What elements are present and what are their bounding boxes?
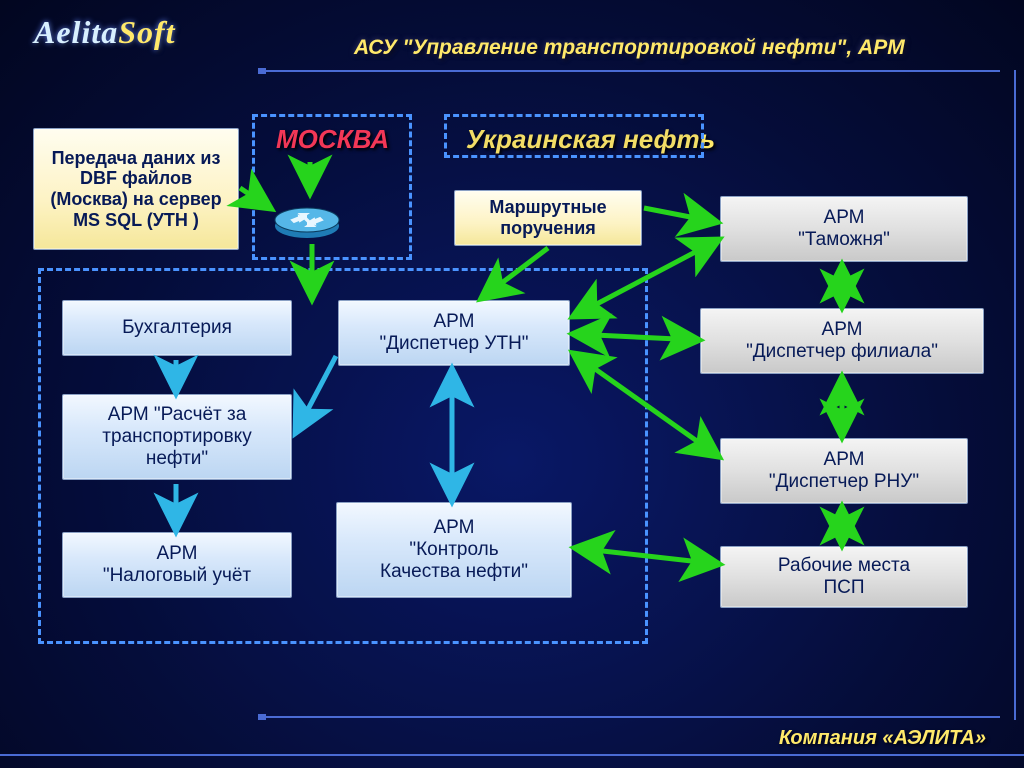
- node-accounting: Бухгалтерия: [62, 300, 292, 356]
- frame-line: [260, 70, 1000, 72]
- node-utn: АРМ "Диспетчер УТН": [338, 300, 570, 366]
- node-psp: Рабочие места ПСП: [720, 546, 968, 608]
- logo: AelitaSoft: [34, 14, 176, 51]
- footer-company: Компания «АЭЛИТА»: [779, 727, 986, 750]
- node-rnu: АРМ "Диспетчер РНУ": [720, 438, 968, 504]
- router-icon: [272, 196, 342, 242]
- arrow-ukr-to-customs: [644, 208, 716, 222]
- callout-dbf: Передача даних из DBF файлов (Москва) на…: [33, 128, 239, 250]
- node-tax: АРМ "Налоговый учёт: [62, 532, 292, 598]
- frame-line: [258, 714, 266, 720]
- node-customs: АРМ "Таможня": [720, 196, 968, 262]
- logo-part1: Aelita: [34, 14, 118, 50]
- page-title: АСУ "Управление транспортировкой нефти",…: [354, 36, 1004, 60]
- frame-line: [258, 68, 266, 74]
- logo-part2: Soft: [118, 14, 175, 50]
- frame-line: [260, 716, 1000, 718]
- frame-line: [1014, 70, 1016, 720]
- group-box-ukraine: [444, 114, 704, 158]
- node-branch: АРМ "Диспетчер филиала": [700, 308, 984, 374]
- node-quality: АРМ "Контроль Качества нефти": [336, 502, 572, 598]
- node-calc: АРМ "Расчёт за транспортировку нефти": [62, 394, 292, 480]
- frame-line: [0, 754, 1024, 756]
- callout-route: Маршрутные поручения: [454, 190, 642, 246]
